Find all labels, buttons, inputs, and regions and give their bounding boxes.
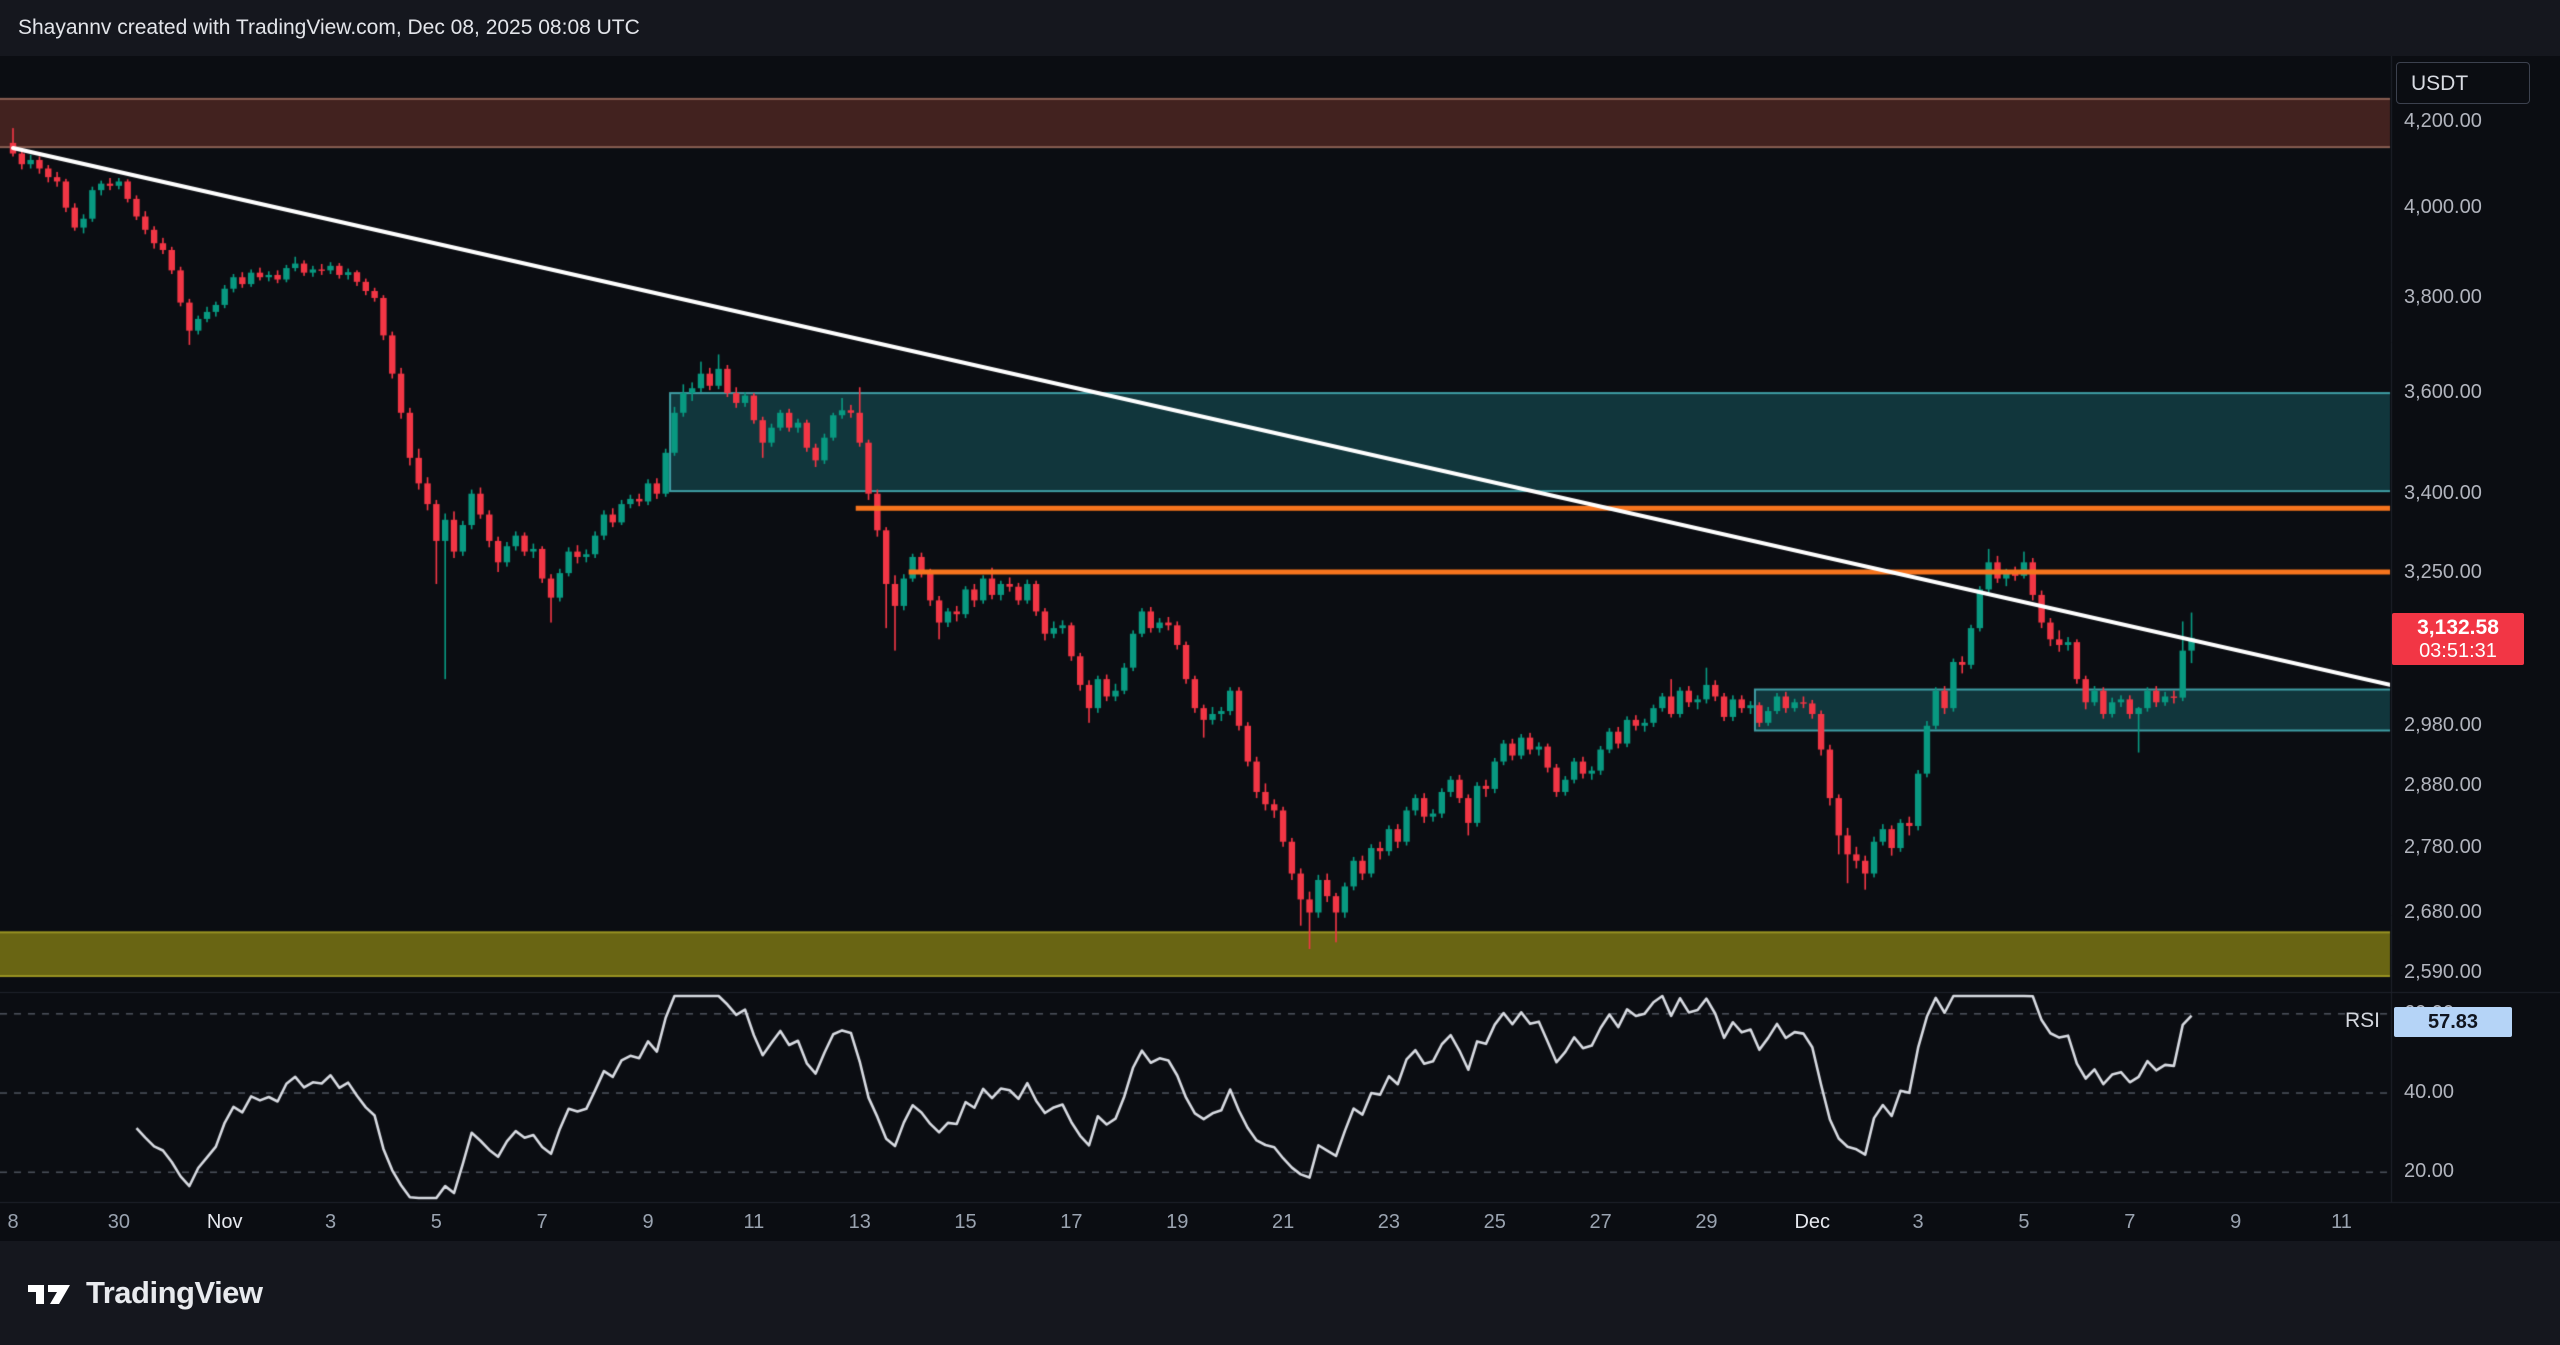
price-axis-label: 2,880.00 (2404, 773, 2482, 796)
rsi-indicator-label: RSI (2344, 1009, 2380, 1033)
price-axis-label: 3,800.00 (2404, 285, 2482, 308)
time-axis-label: 3 (324, 1211, 337, 1233)
time-axis-label: Nov (206, 1211, 243, 1233)
time-axis-label: Dec (1794, 1211, 1831, 1233)
chart-header: Shayannv created with TradingView.com, D… (0, 0, 2560, 56)
time-axis-label: 21 (1271, 1211, 1295, 1233)
time-axis-label: 11 (743, 1211, 765, 1233)
chart-attribution: Shayannv created with TradingView.com, D… (18, 16, 640, 39)
rsi-value-badge: 57.83 (2394, 1007, 2512, 1038)
time-axis-label: 30 (107, 1211, 130, 1233)
price-axis-label: 3,400.00 (2404, 481, 2482, 504)
time-axis[interactable]: 8 30 Nov 3 5 7 9 11 13 15 17 19 21 23 25 27 29 Dec 3 5 7 9 11 (0, 1203, 2390, 1241)
rsi-axis-label: 20.00 (2404, 1160, 2455, 1183)
time-axis-label: 5 (430, 1211, 442, 1233)
price-axis-label: 3,250.00 (2404, 561, 2482, 584)
time-axis-label: 9 (642, 1211, 654, 1233)
bar-close-countdown: 03:51:31 (2419, 639, 2497, 662)
price-axis-label: 2,680.00 (2404, 900, 2482, 923)
currency-label: USDT (2411, 72, 2469, 95)
price-axis-label: 3,600.00 (2404, 381, 2482, 404)
time-axis-label: 5 (2018, 1211, 2030, 1233)
time-axis-label: 29 (1695, 1211, 1718, 1233)
bottom-brand-bar: TradingView (0, 1241, 2560, 1345)
price-axis-label: 4,200.00 (2404, 109, 2482, 132)
time-axis-label: 17 (1060, 1211, 1083, 1233)
price-scale-currency-button[interactable]: USDT (2396, 62, 2530, 104)
time-axis-label: 19 (1166, 1211, 1189, 1233)
price-axis-label: 4,000.00 (2404, 195, 2482, 218)
time-axis-label: 13 (848, 1211, 871, 1233)
time-axis-label: 7 (2124, 1211, 2136, 1233)
time-axis-label: 23 (1377, 1211, 1401, 1233)
time-axis-label: 25 (1483, 1211, 1506, 1233)
time-axis-label: 3 (1912, 1211, 1924, 1233)
time-axis-label: 7 (536, 1211, 548, 1233)
tradingview-wordmark[interactable]: TradingView (86, 1275, 263, 1310)
price-axis-label: 2,980.00 (2404, 713, 2482, 736)
time-axis-label: 15 (954, 1211, 977, 1233)
time-axis-label: 8 (7, 1211, 19, 1233)
time-axis-label: 11 (2331, 1211, 2352, 1233)
last-price-badge: 3,132.58 03:51:31 (2392, 612, 2524, 665)
price-axis-label: 2,780.00 (2404, 836, 2482, 859)
price-axis-label: 2,590.00 (2404, 960, 2482, 983)
time-axis-label: 27 (1589, 1211, 1612, 1233)
rsi-axis-label: 40.00 (2404, 1081, 2455, 1104)
tradingview-logo-icon[interactable] (26, 1278, 72, 1308)
time-axis-label: 9 (2230, 1211, 2242, 1233)
last-price-value: 3,132.58 (2417, 615, 2499, 639)
